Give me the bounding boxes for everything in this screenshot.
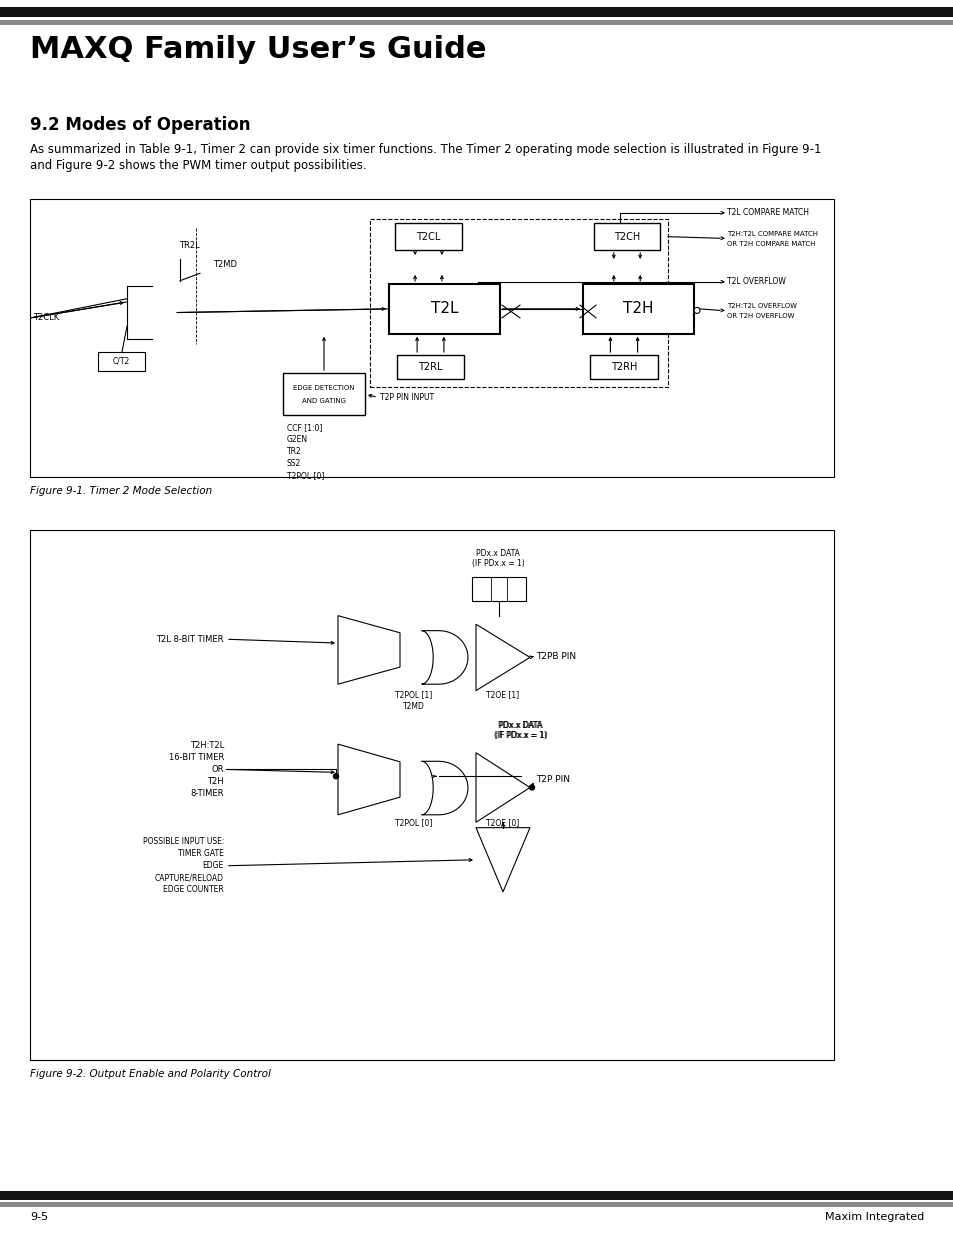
Text: T2MD: T2MD — [213, 261, 236, 269]
Text: T2POL [0]: T2POL [0] — [395, 819, 433, 827]
Text: C/T2: C/T2 — [112, 357, 130, 366]
Text: 9-5: 9-5 — [30, 1212, 48, 1221]
Text: PDx.x DATA: PDx.x DATA — [497, 721, 541, 730]
Text: T2L OVERFLOW: T2L OVERFLOW — [726, 278, 785, 287]
Text: T2PB PIN: T2PB PIN — [536, 652, 576, 661]
Bar — [30, 530, 833, 1060]
Text: T2L COMPARE MATCH: T2L COMPARE MATCH — [726, 209, 808, 217]
Circle shape — [529, 785, 534, 790]
Text: MAXQ Family User’s Guide: MAXQ Family User’s Guide — [30, 36, 486, 64]
Text: T2RH: T2RH — [610, 362, 637, 372]
Polygon shape — [476, 752, 530, 823]
Bar — [98, 352, 145, 370]
Text: T2CH: T2CH — [613, 232, 639, 242]
Text: OR: OR — [212, 764, 224, 774]
Text: T2H:T2L COMPARE MATCH: T2H:T2L COMPARE MATCH — [726, 231, 817, 237]
Circle shape — [334, 774, 338, 779]
Text: T2OE [0]: T2OE [0] — [486, 819, 519, 827]
Polygon shape — [337, 745, 399, 815]
Text: EDGE: EDGE — [203, 861, 224, 871]
Text: T2POL [0]: T2POL [0] — [287, 471, 324, 480]
Polygon shape — [337, 616, 399, 684]
Circle shape — [693, 308, 700, 314]
Bar — [395, 224, 461, 249]
Polygon shape — [476, 827, 530, 892]
Bar — [0, 7, 953, 17]
Text: T2OE [1]: T2OE [1] — [486, 690, 519, 699]
Text: Figure 9-2. Output Enable and Polarity Control: Figure 9-2. Output Enable and Polarity C… — [30, 1070, 271, 1079]
Text: 9.2 Modes of Operation: 9.2 Modes of Operation — [30, 116, 251, 135]
Text: T2CLK: T2CLK — [33, 314, 59, 322]
Bar — [389, 284, 499, 333]
Text: (IF PDx.x = 1): (IF PDx.x = 1) — [493, 731, 546, 740]
Bar — [396, 354, 463, 379]
Text: T2MD: T2MD — [402, 703, 424, 711]
Text: T2P PIN: T2P PIN — [536, 776, 569, 784]
Polygon shape — [421, 631, 467, 684]
Bar — [0, 1191, 953, 1200]
Text: T2CL: T2CL — [416, 232, 440, 242]
Text: TR2: TR2 — [287, 447, 301, 456]
Text: SS2: SS2 — [287, 459, 301, 468]
Text: T2P PIN INPUT: T2P PIN INPUT — [379, 393, 434, 401]
Text: T2H: T2H — [622, 301, 653, 316]
Text: 8-TIMER: 8-TIMER — [191, 789, 224, 798]
Text: As summarized in Table 9-1, Timer 2 can provide six timer functions. The Timer 2: As summarized in Table 9-1, Timer 2 can … — [30, 143, 821, 157]
Text: CCF [1:0]: CCF [1:0] — [287, 422, 322, 432]
Text: AND GATING: AND GATING — [302, 398, 346, 404]
Text: PDx.x DATA: PDx.x DATA — [476, 550, 519, 558]
Bar — [472, 577, 525, 600]
Text: T2POL [1]: T2POL [1] — [395, 690, 432, 699]
Bar — [594, 224, 659, 249]
Polygon shape — [476, 624, 530, 690]
Text: (IF PDx.x = 1): (IF PDx.x = 1) — [471, 559, 524, 568]
Bar — [30, 199, 833, 477]
Text: PDx.x DATA: PDx.x DATA — [498, 721, 542, 730]
Bar — [589, 354, 658, 379]
Text: T2RL: T2RL — [417, 362, 442, 372]
Text: T2L: T2L — [431, 301, 457, 316]
Polygon shape — [421, 761, 467, 815]
Text: G2EN: G2EN — [287, 435, 308, 443]
Text: EDGE COUNTER: EDGE COUNTER — [163, 885, 224, 894]
Text: OR T2H COMPARE MATCH: OR T2H COMPARE MATCH — [726, 241, 815, 247]
Text: and Figure 9-2 shows the PWM timer output possibilities.: and Figure 9-2 shows the PWM timer outpu… — [30, 158, 366, 172]
Text: Maxim Integrated: Maxim Integrated — [824, 1212, 923, 1221]
Text: T2H:T2L OVERFLOW: T2H:T2L OVERFLOW — [726, 304, 796, 310]
Text: CAPTURE/RELOAD: CAPTURE/RELOAD — [154, 873, 224, 882]
Text: POSSIBLE INPUT USE:: POSSIBLE INPUT USE: — [143, 837, 224, 846]
Bar — [0, 20, 953, 25]
Text: TR2L: TR2L — [179, 241, 199, 251]
Bar — [582, 284, 693, 333]
Bar — [283, 373, 365, 415]
Bar — [370, 219, 667, 387]
Text: T2H:T2L: T2H:T2L — [190, 741, 224, 750]
Bar — [0, 1202, 953, 1207]
Text: 16-BIT TIMER: 16-BIT TIMER — [169, 753, 224, 762]
Text: Figure 9-1. Timer 2 Mode Selection: Figure 9-1. Timer 2 Mode Selection — [30, 487, 212, 496]
Text: TIMER GATE: TIMER GATE — [178, 850, 224, 858]
Text: EDGE DETECTION: EDGE DETECTION — [293, 385, 355, 390]
Text: T2H: T2H — [207, 777, 224, 785]
Text: OR T2H OVERFLOW: OR T2H OVERFLOW — [726, 314, 794, 320]
Text: (IF PDx.x = 1): (IF PDx.x = 1) — [494, 731, 547, 740]
Text: T2L 8-BIT TIMER: T2L 8-BIT TIMER — [156, 635, 224, 643]
